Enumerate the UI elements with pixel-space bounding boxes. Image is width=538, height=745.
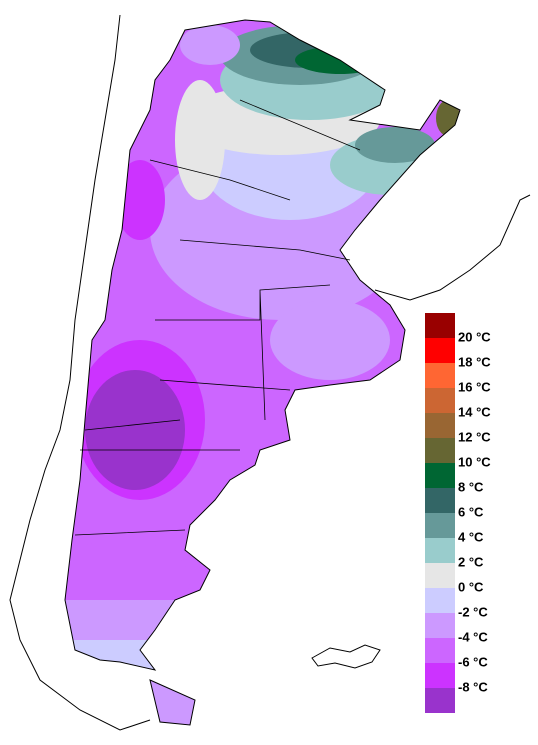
- legend-swatch: [425, 363, 455, 388]
- legend-swatch: [425, 388, 455, 413]
- legend-label: 12 °C: [458, 429, 491, 444]
- legend-label: 10 °C: [458, 454, 491, 469]
- legend-label: 14 °C: [458, 404, 491, 419]
- legend-label: -4 °C: [458, 629, 488, 644]
- legend-swatch: [425, 513, 455, 538]
- legend-label: 4 °C: [458, 529, 484, 544]
- legend-swatch: [425, 338, 455, 363]
- legend-swatch: [425, 413, 455, 438]
- coastline: [374, 194, 531, 301]
- coastline: [9, 14, 151, 731]
- legend-label: 18 °C: [458, 354, 491, 369]
- province-boundaries: [74, 99, 361, 536]
- legend-swatch: [425, 488, 455, 513]
- legend-swatch: [425, 313, 455, 338]
- legend-label: 16 °C: [458, 379, 491, 394]
- tierra-del-fuego: [149, 679, 196, 726]
- legend-label: -8 °C: [458, 679, 488, 694]
- legend-label: 8 °C: [458, 479, 484, 494]
- legend-label: -6 °C: [458, 654, 488, 669]
- legend-swatch: [425, 538, 455, 563]
- legend-label: 6 °C: [458, 504, 484, 519]
- legend-swatch: [425, 688, 455, 713]
- legend-label: 0 °C: [458, 579, 484, 594]
- falkland-islands: [311, 644, 381, 669]
- legend-swatch: [425, 638, 455, 663]
- legend: 20 °C 18 °C 16 °C 14 °C 12 °C 10 °C 8 °C 6 °C 4 …: [425, 313, 491, 713]
- legend-swatch: [425, 663, 455, 688]
- legend-label: 20 °C: [458, 329, 491, 344]
- legend-swatch: [425, 613, 455, 638]
- legend-swatch: [425, 588, 455, 613]
- legend-label: 2 °C: [458, 554, 484, 569]
- legend-swatch: [425, 438, 455, 463]
- legend-swatch: [425, 563, 455, 588]
- legend-label: -2 °C: [458, 604, 488, 619]
- legend-swatch: [425, 463, 455, 488]
